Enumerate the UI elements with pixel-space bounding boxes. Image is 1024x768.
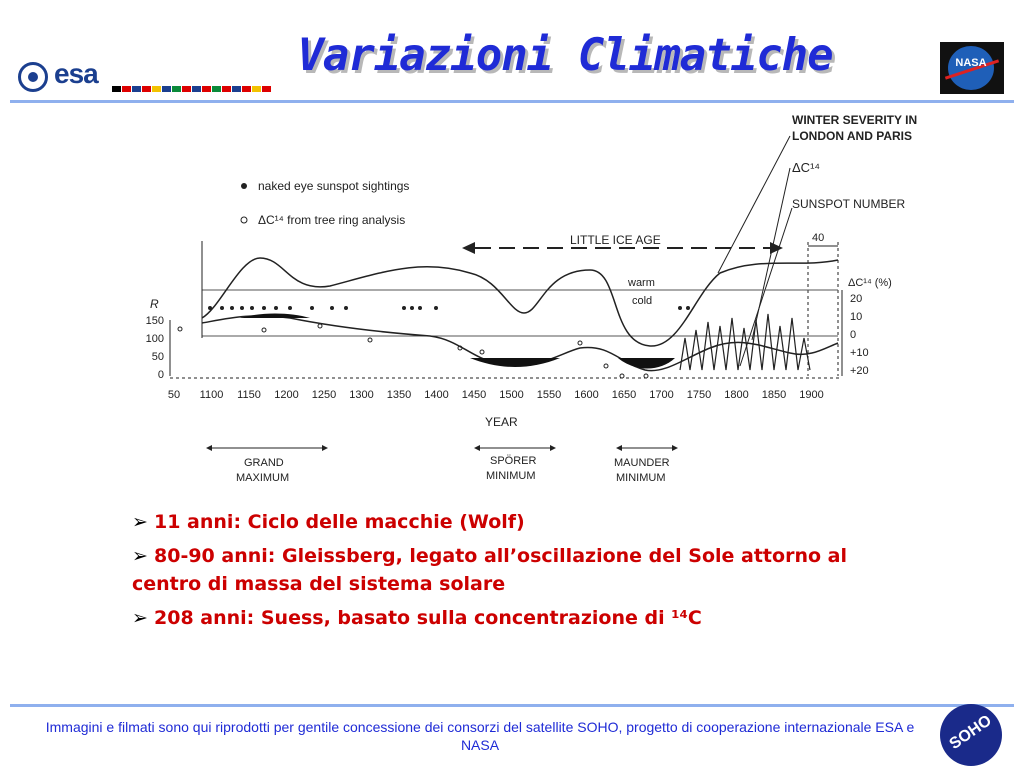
footer-divider [10, 704, 1014, 707]
grand-maximum-label-1: GRAND [244, 457, 284, 469]
y-right-tick-label: 0 [850, 329, 856, 341]
page-title: Variazioni Climatiche [297, 30, 833, 81]
maunder-minimum-fill [618, 358, 675, 369]
y-left-label: R [150, 297, 159, 311]
soho-logo-text: SOHO [946, 712, 995, 754]
winter-severity-label-1: WINTER SEVERITY IN [792, 113, 917, 127]
esa-logo-text: esa [54, 58, 99, 89]
sporer-minimum-label-2: MINIMUM [486, 470, 536, 482]
x-tick-label: 1400 [424, 389, 448, 401]
bullet-text: 80-90 anni: Gleissberg, legato all’oscil… [132, 545, 847, 595]
y-right-tick-label: +10 [850, 347, 869, 359]
legend-circle-marker [240, 216, 248, 224]
soho-logo: SOHO [940, 704, 1002, 766]
bullet-text: 11 anni: Ciclo delle macchie (Wolf) [154, 511, 525, 533]
little-ice-age-label: LITTLE ICE AGE [570, 233, 661, 247]
x-tick-label: 1300 [349, 389, 373, 401]
x-tick-label: 1850 [762, 389, 786, 401]
bullet-item: ➢ 11 anni: Ciclo delle macchie (Wolf) [132, 508, 892, 536]
forty-label: 40 [812, 232, 824, 244]
sporer-minimum-fill [470, 358, 560, 367]
y-right-tick-label: +20 [850, 365, 869, 377]
x-tick-label: 1750 [687, 389, 711, 401]
maunder-minimum-label-1: MAUNDER [614, 457, 670, 469]
sunspot-number-label: SUNSPOT NUMBER [792, 197, 905, 211]
y-left-ticks: 150 100 50 0 [146, 315, 164, 381]
sporer-minimum-span-head-left [474, 445, 480, 451]
esa-emblem-icon [18, 62, 48, 92]
header-divider [10, 100, 1014, 103]
sporer-minimum-label-1: SPÖRER [490, 455, 537, 467]
maunder-minimum-span-head-left [616, 445, 622, 451]
sunspot-pointer-line [739, 207, 793, 367]
x-tick-label: 1250 [312, 389, 336, 401]
delta-c14-label: ΔC¹⁴ [792, 160, 820, 175]
winter-severity-curve [201, 257, 839, 347]
member-flags-icon [112, 86, 282, 94]
warm-label: warm [627, 277, 655, 289]
y-left-tick-label: 0 [158, 369, 164, 381]
x-tick-label: 1100 [200, 389, 224, 401]
x-tick-label: 1600 [574, 389, 598, 401]
legend-dot-label: naked eye sunspot sightings [258, 179, 409, 193]
x-tick-label: 1800 [724, 389, 748, 401]
climate-figure: naked eye sunspot sightings ΔC¹⁴ from tr… [140, 108, 960, 493]
sunspot-sightings [208, 306, 690, 310]
x-tick-label: 1550 [537, 389, 561, 401]
bullet-item: ➢ 80-90 anni: Gleissberg, legato all’osci… [132, 542, 892, 598]
y-right-tick-label: 20 [850, 293, 862, 305]
nasa-logo: NASA [940, 42, 1004, 94]
tree-ring-samples [177, 323, 649, 379]
x-axis-label: YEAR [485, 415, 518, 429]
footer-credits: Immagini e filmati sono qui riprodotti p… [45, 719, 915, 753]
x-tick-label: 1650 [612, 389, 636, 401]
grand-maximum-span-head-right [322, 445, 328, 451]
esa-logo: esa [18, 58, 288, 100]
bullet-arrow-icon: ➢ [132, 545, 148, 567]
x-tick-label: 1700 [649, 389, 673, 401]
y-left-tick-label: 50 [152, 351, 164, 363]
bullet-list: ➢ 11 anni: Ciclo delle macchie (Wolf) ➢ 80… [132, 508, 892, 638]
little-ice-age-arrow-head-left [462, 242, 475, 254]
climate-figure-svg: naked eye sunspot sightings ΔC¹⁴ from tr… [146, 113, 918, 484]
cold-label: cold [632, 295, 652, 307]
y-left-tick-label: 100 [146, 333, 164, 345]
winter-pointer-line [717, 135, 791, 274]
maunder-minimum-label-2: MINIMUM [616, 472, 666, 484]
grand-maximum-span-head-left [206, 445, 212, 451]
y-right-tick-label: 10 [850, 311, 862, 323]
x-tick-label: 1350 [387, 389, 411, 401]
sporer-minimum-span-head-right [550, 445, 556, 451]
nasa-logo-text: NASA [955, 57, 987, 69]
bullet-text: 208 anni: Suess, basato sulla concentraz… [154, 607, 702, 629]
legend-dot-marker [241, 183, 247, 189]
legend-circle-label: ΔC¹⁴ from tree ring analysis [258, 213, 405, 227]
y-right-label: ΔC¹⁴ (%) [848, 277, 892, 289]
x-ticks: 50 1100 1150 1200 1250 1300 1350 1400 1450 1500 15… [168, 389, 824, 401]
bullet-item: ➢ 208 anni: Suess, basato sulla concentra… [132, 604, 892, 632]
y-right-ticks: 20 10 0 +10 +20 [850, 293, 869, 377]
sunspot-number-curve [679, 313, 811, 371]
c14-curve [201, 315, 839, 372]
x-tick-label: 50 [168, 389, 180, 401]
bullet-arrow-icon: ➢ [132, 607, 148, 629]
x-tick-label: 1200 [274, 389, 298, 401]
x-tick-label: 1150 [237, 389, 261, 401]
maunder-minimum-span-head-right [672, 445, 678, 451]
y-left-tick-label: 150 [146, 315, 164, 327]
x-tick-label: 1450 [462, 389, 486, 401]
grand-maximum-label-2: MAXIMUM [236, 472, 289, 484]
grand-maximum-fill [240, 313, 310, 318]
x-tick-label: 1500 [499, 389, 523, 401]
x-tick-label: 1900 [799, 389, 823, 401]
bullet-arrow-icon: ➢ [132, 511, 148, 533]
c14-pointer-line [751, 167, 791, 341]
winter-severity-label-2: LONDON AND PARIS [792, 129, 912, 143]
